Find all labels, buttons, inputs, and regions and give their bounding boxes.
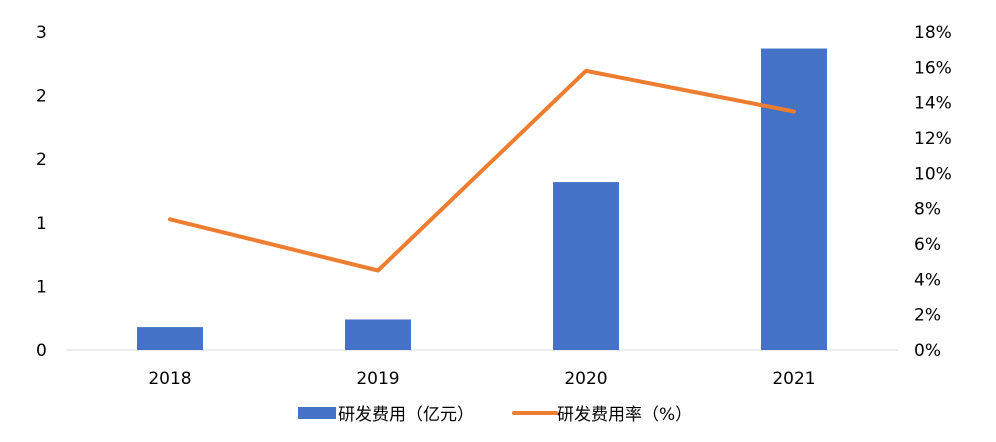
legend-bar-swatch <box>298 407 336 419</box>
x-axis: 2018 2019 2020 2021 <box>148 369 815 389</box>
left-tick-label: 0 <box>36 341 47 361</box>
x-tick-label: 2019 <box>356 369 399 389</box>
x-tick-label: 2018 <box>148 369 191 389</box>
right-tick-label: 16% <box>914 58 952 78</box>
x-tick-label: 2020 <box>564 369 607 389</box>
right-tick-label: 18% <box>914 23 952 43</box>
right-tick-label: 8% <box>914 200 941 220</box>
bar-2020 <box>553 182 619 350</box>
bar-series <box>137 49 827 350</box>
left-axis: 0 1 1 2 2 3 <box>36 23 47 361</box>
right-axis: 0% 2% 4% 6% 8% 10% 12% 14% 16% 18% <box>914 23 952 361</box>
line-series <box>170 71 794 271</box>
left-tick-label: 2 <box>36 87 47 107</box>
right-tick-label: 2% <box>914 306 941 326</box>
left-tick-label: 3 <box>36 23 47 43</box>
right-tick-label: 4% <box>914 270 941 290</box>
bar-2021 <box>761 49 827 350</box>
left-tick-label: 1 <box>36 277 47 297</box>
bar-2019 <box>345 319 411 350</box>
right-tick-label: 0% <box>914 341 941 361</box>
x-tick-label: 2021 <box>772 369 815 389</box>
right-tick-label: 12% <box>914 129 952 149</box>
right-tick-label: 14% <box>914 94 952 114</box>
rate-line <box>170 71 794 271</box>
left-tick-label: 1 <box>36 214 47 234</box>
bar-2018 <box>137 327 203 350</box>
left-tick-label: 2 <box>36 150 47 170</box>
legend: 研发费用（亿元） 研发费用率（%） <box>298 405 692 425</box>
legend-bar-label: 研发费用（亿元） <box>338 405 474 425</box>
right-tick-label: 6% <box>914 235 941 255</box>
right-tick-label: 10% <box>914 164 952 184</box>
legend-line-label: 研发费用率（%） <box>557 405 692 425</box>
